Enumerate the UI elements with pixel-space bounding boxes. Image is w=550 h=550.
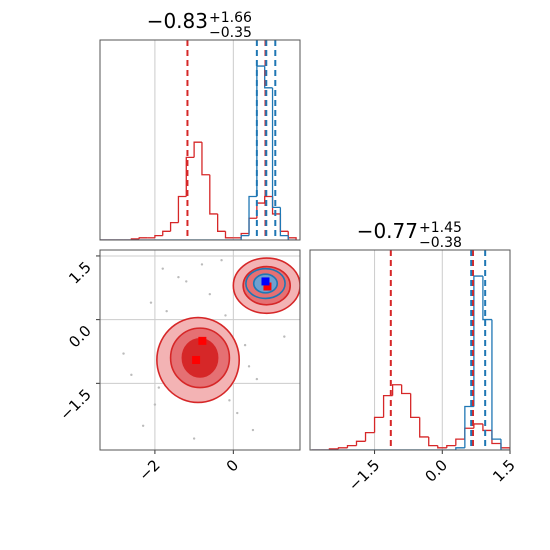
sample-point (247, 365, 251, 368)
x-tick-label: 0 (223, 456, 242, 475)
sample-point (177, 275, 180, 279)
histogram-step (355, 440, 366, 446)
histogram-step (224, 231, 234, 239)
x-tick-label: 0.0 (422, 456, 452, 486)
histogram-step (500, 443, 510, 450)
histogram-step (346, 445, 357, 448)
histogram-step (256, 65, 265, 197)
histogram-step (464, 405, 474, 448)
sample-point (236, 411, 239, 415)
sample-point (220, 258, 223, 262)
y-tick-label: 1.5 (65, 258, 95, 288)
panel-plot (100, 250, 300, 450)
sample-point (130, 373, 133, 377)
histogram-step (482, 276, 492, 321)
sample-point (157, 386, 161, 389)
sample-point (243, 343, 247, 347)
histogram-step (455, 438, 465, 446)
histogram-step (491, 430, 501, 445)
histogram-step (138, 237, 148, 239)
sample-point (141, 424, 145, 427)
sample-point (185, 280, 188, 283)
panel-frame (99, 249, 301, 451)
sample-point (208, 292, 212, 296)
histogram-step (201, 142, 210, 176)
histogram-step (169, 221, 179, 232)
histogram-step (455, 447, 465, 450)
title-upper: +1.45 (419, 220, 462, 236)
sample-point (200, 263, 204, 266)
histogram-step (193, 141, 202, 158)
panel-plot (100, 40, 297, 240)
histogram-step (428, 436, 438, 447)
histogram-step (446, 445, 456, 448)
sample-point (161, 267, 164, 270)
y-tick-label: −1.5 (56, 385, 94, 423)
histogram-step (162, 230, 171, 236)
sample-point (224, 314, 227, 317)
marker (198, 336, 207, 345)
histogram-step (279, 213, 289, 232)
panel-plot (311, 250, 510, 450)
histogram-step (473, 423, 483, 429)
sample-point (165, 309, 168, 313)
sample-point (251, 428, 255, 432)
histogram-step (240, 235, 250, 240)
histogram-step (473, 275, 483, 407)
sample-point (153, 403, 157, 406)
histogram-step (185, 156, 195, 197)
histogram-step (287, 235, 297, 240)
title-lower: −0.38 (419, 235, 462, 251)
marker (261, 277, 270, 286)
histogram-step (364, 431, 375, 442)
histogram-step (337, 447, 348, 449)
title-upper: +1.66 (209, 10, 252, 26)
histogram-step (482, 423, 492, 432)
sample-point (149, 301, 153, 304)
panel-frame (99, 39, 301, 241)
histogram-step (177, 195, 187, 223)
histogram-step (287, 231, 297, 240)
histogram-step (373, 416, 384, 433)
histogram-step (271, 87, 281, 209)
histogram-step (419, 417, 429, 438)
sample-point (122, 352, 125, 355)
panel-title: −0.77 (357, 219, 418, 243)
title-lower: −0.35 (209, 25, 252, 41)
contour (245, 267, 286, 300)
histogram-step (491, 319, 501, 440)
histogram-step (437, 445, 447, 449)
histogram-step (271, 196, 281, 215)
x-tick-label: 1.5 (489, 456, 519, 486)
x-tick-label: −1.5 (345, 456, 383, 494)
histogram-step (209, 174, 218, 215)
sample-point (192, 437, 196, 440)
sample-point (283, 335, 286, 338)
histogram-step (500, 439, 510, 450)
sample-point (255, 377, 259, 381)
histogram-step (256, 202, 265, 219)
panel-frame (309, 249, 511, 451)
y-tick-label: 0.0 (65, 322, 95, 352)
histogram-step (410, 393, 420, 419)
histogram-step (382, 395, 393, 418)
marker (192, 355, 201, 364)
marker (263, 282, 272, 291)
x-tick-label: −2 (135, 456, 163, 484)
histogram-step (279, 207, 289, 237)
histogram-step (248, 217, 257, 234)
histogram-step (400, 384, 411, 395)
sample-point (228, 399, 231, 402)
histogram-step (154, 235, 163, 238)
histogram-step (216, 213, 226, 232)
histogram-step (391, 384, 402, 396)
histogram-step (248, 195, 257, 236)
panel-title: −0.83 (147, 9, 208, 33)
